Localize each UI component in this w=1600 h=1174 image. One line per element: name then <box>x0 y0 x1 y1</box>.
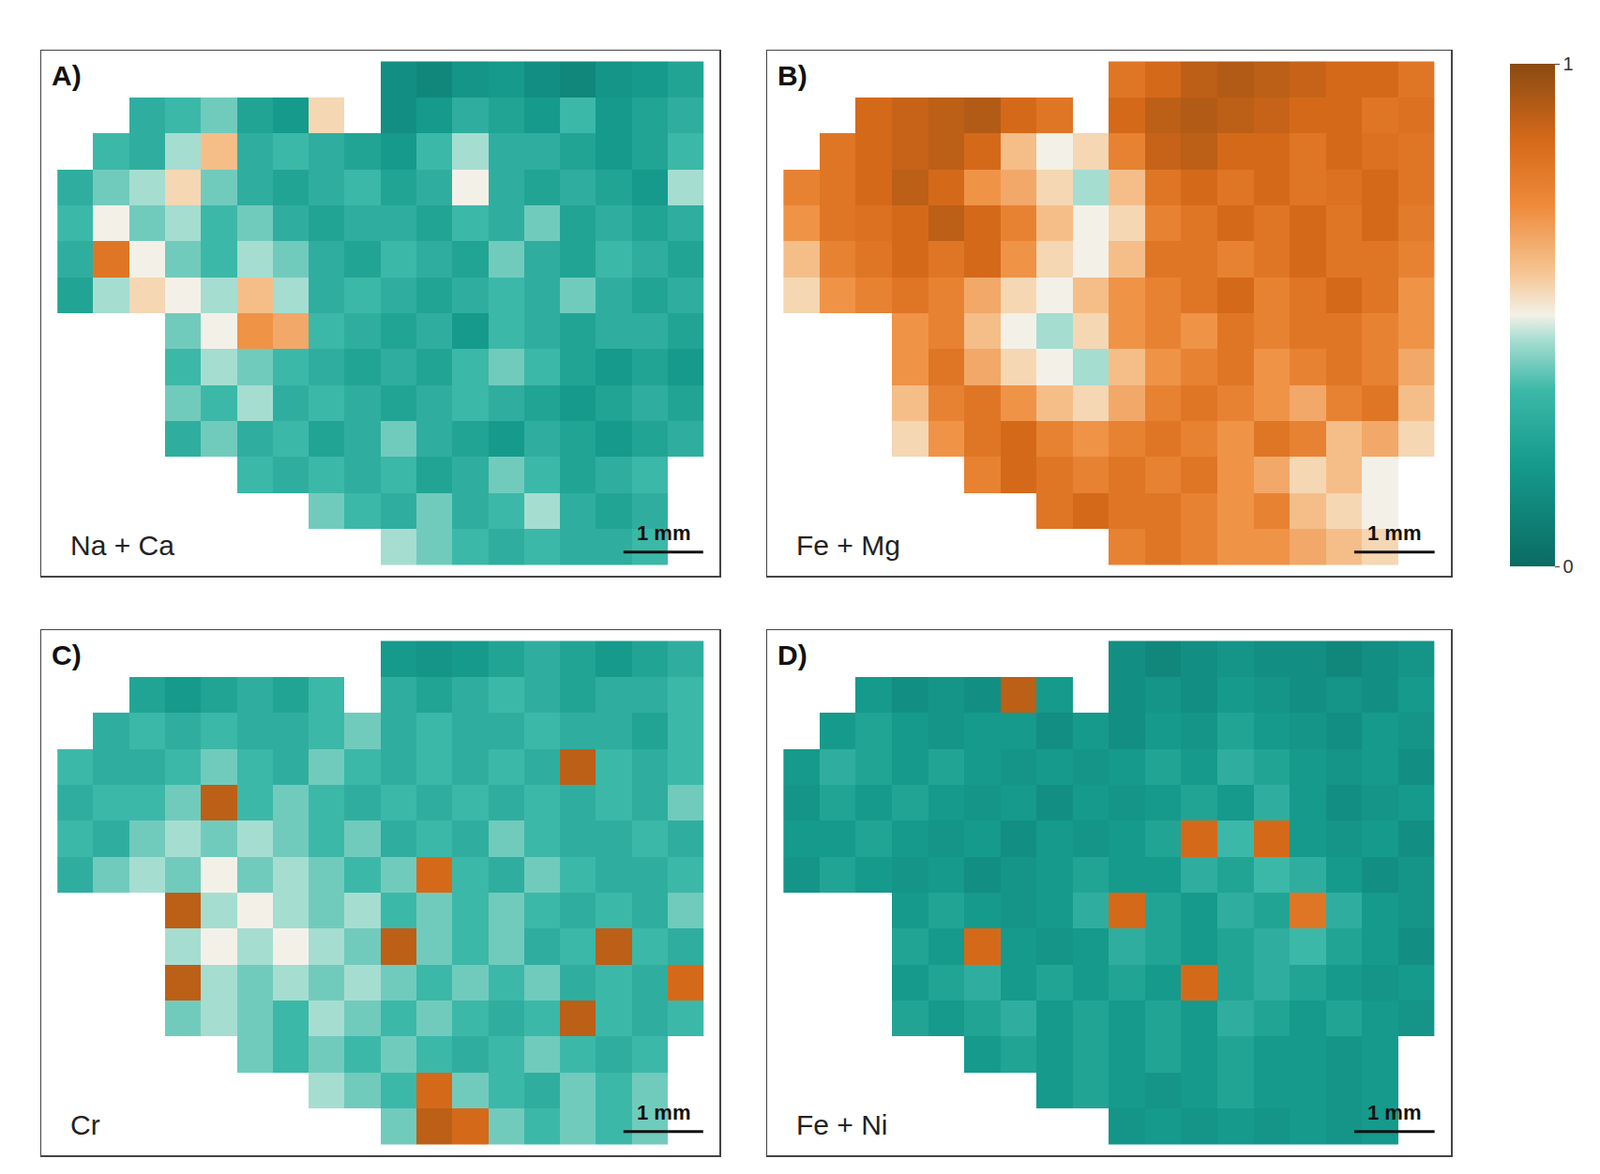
svg-text:1 mm: 1 mm <box>636 1101 691 1125</box>
svg-text:Cr: Cr <box>70 1109 101 1141</box>
svg-text:A): A) <box>51 60 82 91</box>
svg-text:1 mm: 1 mm <box>1367 521 1421 545</box>
svg-text:0: 0 <box>1563 556 1574 577</box>
svg-text:Na + Ca: Na + Ca <box>70 529 175 561</box>
svg-text:Fe + Mg: Fe + Mg <box>796 529 901 561</box>
svg-text:Fe + Ni: Fe + Ni <box>796 1109 889 1141</box>
svg-text:C): C) <box>51 639 82 671</box>
svg-text:D): D) <box>777 639 808 671</box>
svg-text:B): B) <box>777 60 808 91</box>
svg-text:1: 1 <box>1563 53 1574 75</box>
svg-text:1 mm: 1 mm <box>636 521 691 545</box>
svg-text:1 mm: 1 mm <box>1367 1101 1421 1125</box>
